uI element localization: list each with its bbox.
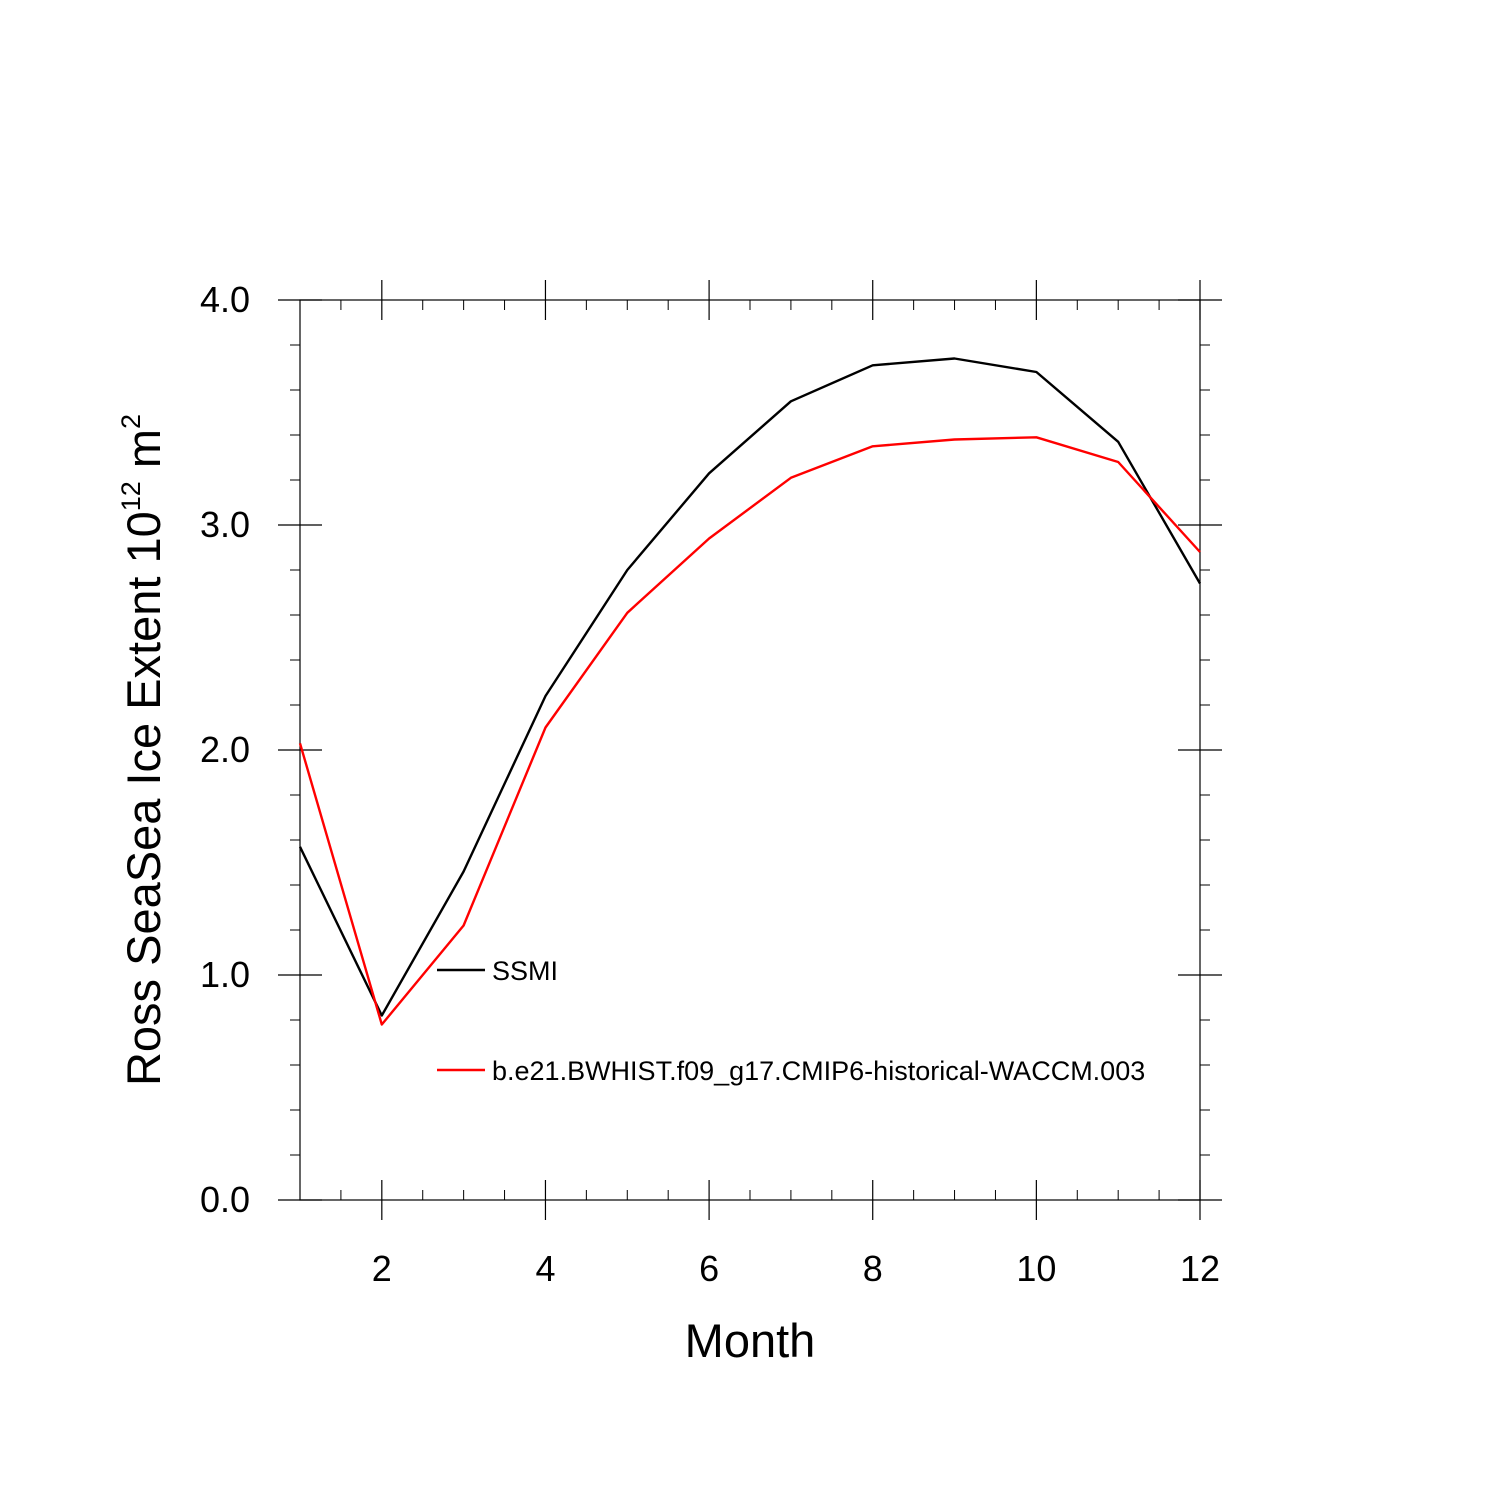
x-tick-label: 6 [699,1248,719,1289]
y-tick-label: 2.0 [200,729,250,770]
y-axis-label: Ross SeaSea Ice Extent 1012 m2 [116,414,170,1086]
plot-frame [299,299,1201,1201]
legend-label: b.e21.BWHIST.f09_g17.CMIP6-historical-WA… [492,1056,1145,1086]
series-layer [298,357,1202,1026]
series-line-model [298,436,1201,1026]
y-tick-label: 4.0 [200,279,250,320]
y-axis-label-main: Ross SeaSea Ice Extent 10 [117,511,170,1086]
y-tick-label: 1.0 [200,954,250,995]
y-tick-label: 3.0 [200,504,250,545]
y-tick-label: 0.0 [200,1179,250,1220]
series-line-ssmi [298,357,1202,1017]
x-tick-label: 8 [863,1248,883,1289]
minor-ticks [290,300,1210,1200]
y-axis-label-exponent-1: 12 [116,481,146,511]
y-axis-label-unit: m [117,429,170,481]
y-axis-label-exponent-2: 2 [116,414,146,429]
x-tick-label: 2 [372,1248,392,1289]
x-tick-label: 10 [1016,1248,1056,1289]
legend: SSMI b.e21.BWHIST.f09_g17.CMIP6-historica… [437,956,1145,1086]
x-tick-label: 4 [535,1248,555,1289]
x-axis-label: Month [685,1314,816,1367]
legend-label: SSMI [492,956,558,986]
tick-labels: 2 4 6 8 10 12 0.0 1.0 2.0 3.0 4.0 [200,279,1220,1289]
x-tick-label: 12 [1180,1248,1220,1289]
